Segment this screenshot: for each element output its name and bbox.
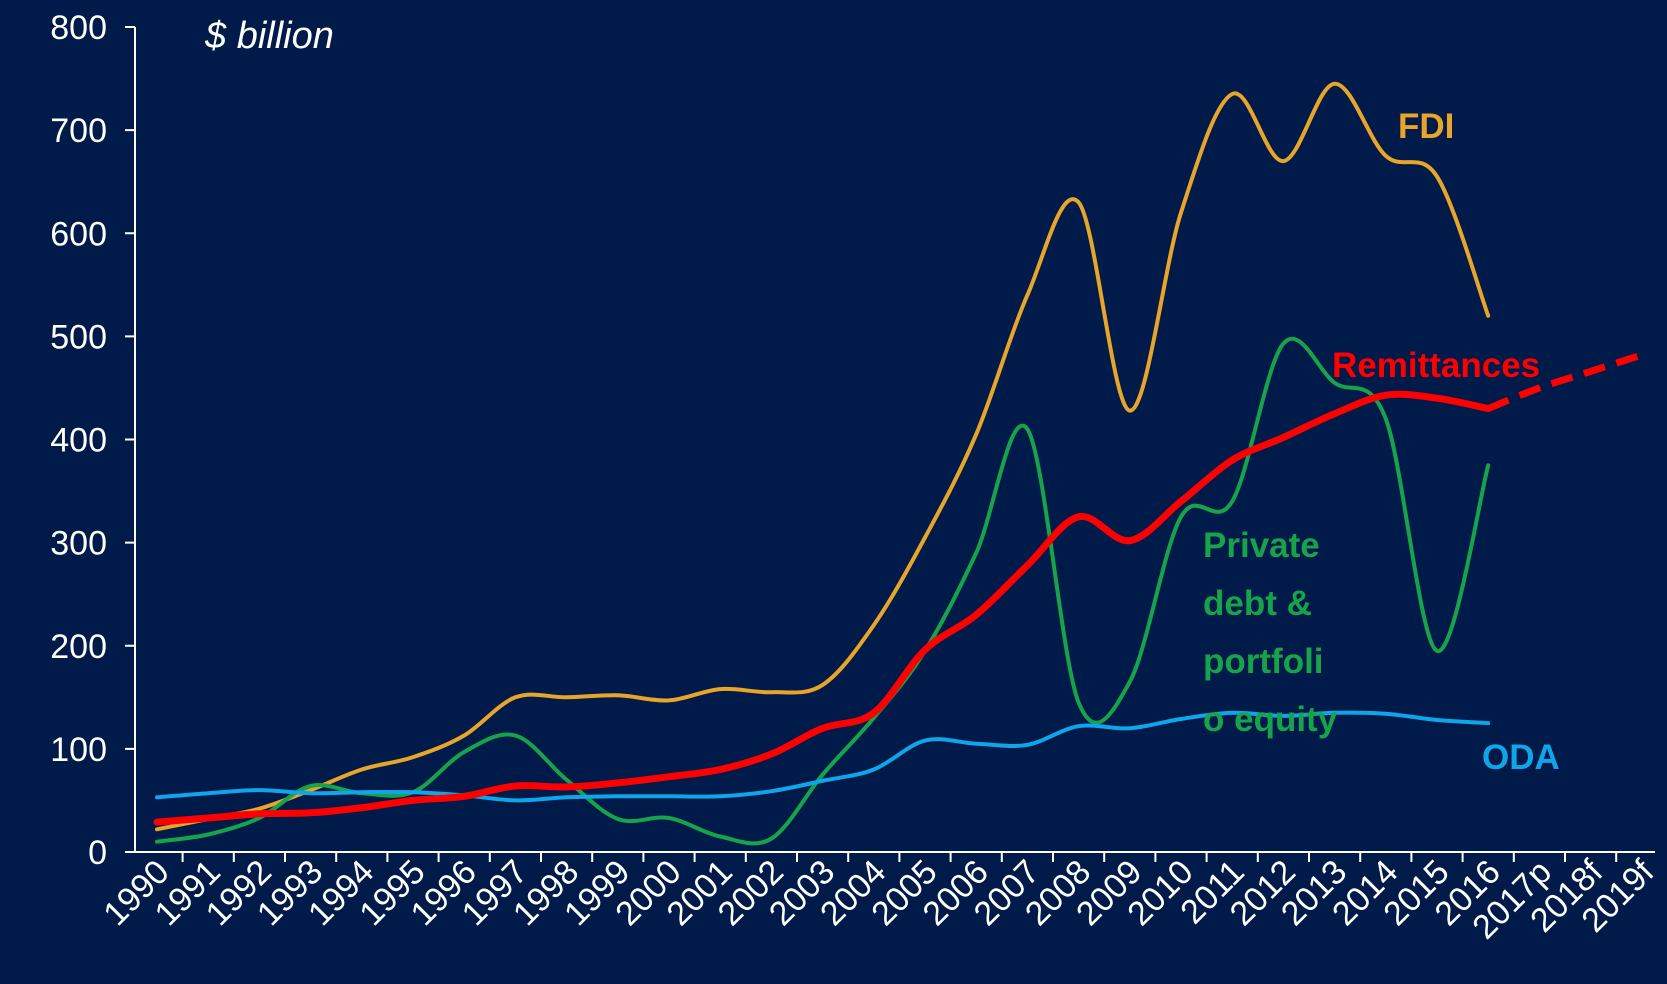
series-label-line: Private xyxy=(1203,526,1320,565)
y-unit-label: $ billion xyxy=(204,15,334,57)
series-label-remittances: Remittances xyxy=(1332,346,1540,385)
series-line-private-debt-portfolio-equity xyxy=(155,336,1491,846)
series-labels: FDI Remittances Private debt & portfoli o equ… xyxy=(1203,107,1560,777)
series-label-line: debt & xyxy=(1203,584,1312,623)
axes: 0100200300400500600700800199019911992199… xyxy=(50,9,1662,947)
series-line-fdi xyxy=(155,81,1491,832)
series-label-private-debt-portfolio-equity: Private debt & portfoli o equity xyxy=(1203,526,1338,739)
series-label-line: portfoli xyxy=(1203,642,1324,681)
y-tick-label: 400 xyxy=(50,422,107,460)
y-tick-label: 100 xyxy=(50,731,107,769)
y-tick-label: 500 xyxy=(50,318,107,356)
y-tick-label: 600 xyxy=(50,215,107,253)
series-label-line: o equity xyxy=(1203,700,1338,739)
series-lines xyxy=(153,81,1643,846)
series-label-fdi: FDI xyxy=(1398,107,1454,146)
series-label-oda: ODA xyxy=(1482,738,1560,777)
series-line-oda xyxy=(155,710,1491,803)
y-tick-label: 300 xyxy=(50,525,107,563)
y-tick-label: 700 xyxy=(50,112,107,150)
series-line-remittances xyxy=(153,390,1492,826)
y-tick-label: 0 xyxy=(88,834,107,872)
series-line-remittances-forecast xyxy=(1486,351,1643,412)
y-tick-label: 800 xyxy=(50,9,107,47)
y-tick-label: 200 xyxy=(50,628,107,666)
